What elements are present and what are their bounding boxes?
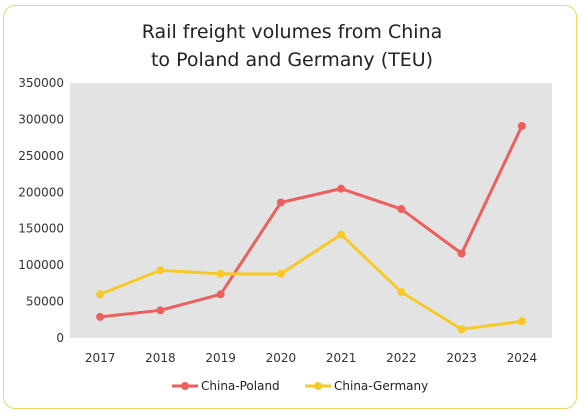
x-tick-label: 2024: [507, 351, 538, 365]
series-line-china-poland: [98, 124, 524, 319]
chart-title-line-2: to Poland and Germany (TEU): [150, 49, 434, 71]
y-tick-label: 0: [56, 331, 64, 345]
data-point-china-germany: [276, 269, 285, 278]
legend: China-Poland China-Germany: [172, 379, 428, 393]
x-tick-label: 2018: [145, 351, 176, 365]
legend-marker-china-poland: [181, 382, 189, 390]
x-tick-label: 2019: [205, 351, 236, 365]
y-axis-ticks: 0 50000 100000 150000 200000 250000 300000 3500…: [18, 76, 64, 345]
data-point-china-poland: [216, 290, 225, 299]
data-point-china-poland: [397, 205, 406, 214]
y-tick-label: 250000: [18, 149, 64, 163]
y-tick-label: 350000: [18, 76, 64, 90]
data-point-china-poland: [276, 198, 285, 207]
y-tick-label: 300000: [18, 112, 64, 126]
y-tick-label: 50000: [26, 295, 64, 309]
data-point-china-germany: [216, 269, 225, 278]
data-point-china-germany: [337, 230, 346, 239]
data-point-china-poland: [337, 184, 346, 193]
plot-area: [70, 83, 552, 338]
series-layer: [96, 121, 526, 334]
x-axis-ticks: 2017 2018 2019 2020 2021 2022 2023 2024: [85, 351, 537, 365]
data-point-china-poland: [457, 249, 466, 258]
legend-marker-china-germany: [314, 382, 322, 390]
series-line-china-germany: [98, 233, 524, 331]
data-point-china-poland: [156, 306, 165, 315]
x-tick-label: 2021: [326, 351, 357, 365]
y-tick-label: 100000: [18, 258, 64, 272]
x-tick-label: 2022: [386, 351, 417, 365]
x-tick-label: 2023: [446, 351, 477, 365]
x-tick-label: 2017: [85, 351, 116, 365]
legend-label-china-poland: China-Poland: [201, 379, 280, 393]
y-tick-label: 200000: [18, 185, 64, 199]
data-point-china-germany: [156, 266, 165, 275]
y-tick-label: 150000: [18, 222, 64, 236]
data-point-china-poland: [517, 121, 526, 130]
data-point-china-poland: [96, 312, 105, 321]
data-point-china-germany: [96, 290, 105, 299]
data-point-china-germany: [397, 288, 406, 297]
data-point-china-germany: [457, 325, 466, 334]
chart-title: Rail freight volumes from China to Polan…: [0, 18, 584, 74]
x-tick-label: 2020: [266, 351, 297, 365]
data-point-china-germany: [517, 317, 526, 326]
legend-label-china-germany: China-Germany: [334, 379, 428, 393]
chart-title-line-1: Rail freight volumes from China: [141, 21, 443, 43]
